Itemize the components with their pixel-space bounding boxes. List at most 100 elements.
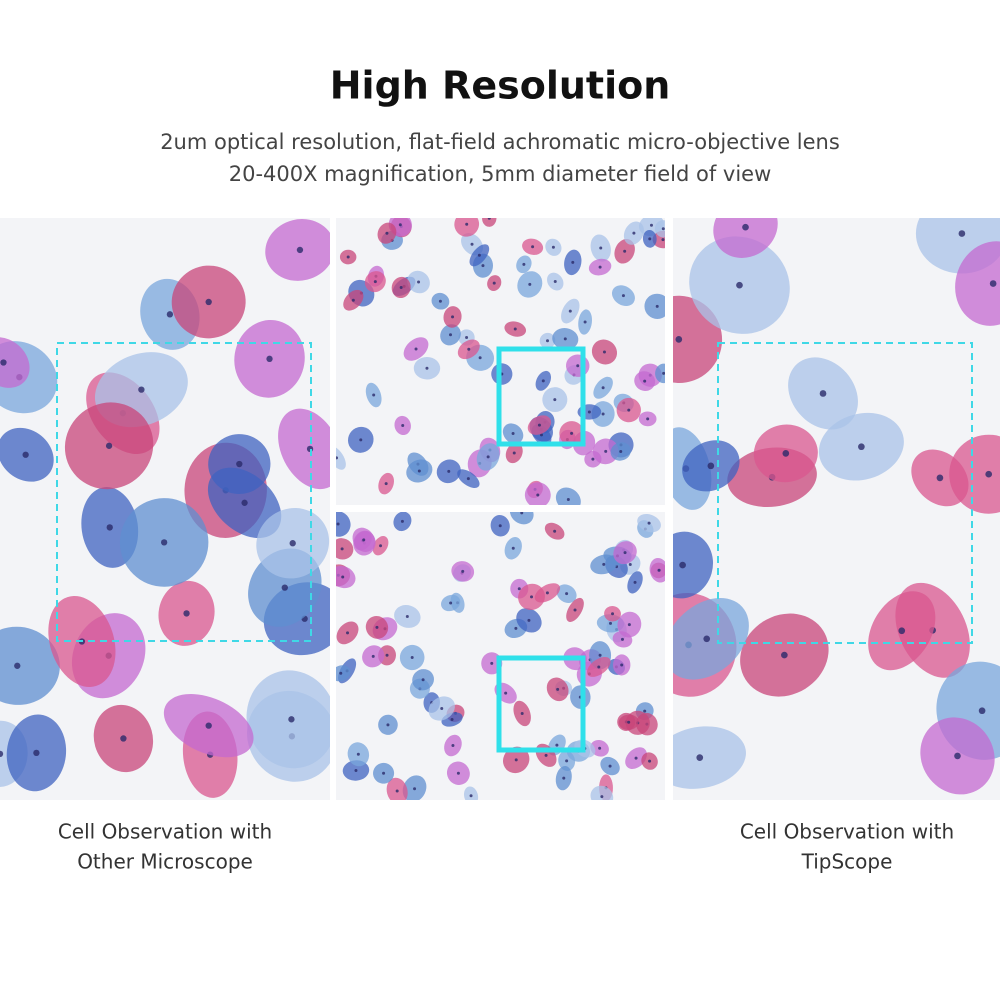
nucleus [553,280,557,284]
nucleus [410,656,414,660]
zoom-box [496,346,586,447]
nucleus [336,522,340,526]
nucleus [662,371,665,375]
nucleus [576,364,580,368]
nucleus [565,759,569,763]
nucleus [138,386,145,393]
nucleus [382,771,386,775]
nucleus [782,450,790,457]
nucleus [537,423,541,427]
nucleus [451,315,455,319]
nucleus [450,717,454,721]
nucleus [356,752,360,756]
subtitle-line: 2um optical resolution, flat-field achro… [160,130,840,154]
nucleus [573,608,577,612]
nucleus [514,758,518,762]
subtitle-line: 20-400X magnification, 5mm diameter fiel… [229,162,772,186]
nucleus [105,442,113,449]
nucleus [742,223,749,231]
nucleus [241,499,248,506]
nucleus [400,519,404,523]
nucleus [530,595,534,599]
nucleus [399,285,403,289]
nucleus [599,246,603,250]
nucleus [898,627,906,635]
nucleus [570,431,574,435]
nucleus [0,359,7,366]
nucleus [511,432,515,436]
nucleus [703,635,711,643]
nucleus [354,768,358,772]
nucleus [936,474,944,482]
nucleus [661,238,665,242]
nucleus [0,750,4,758]
nucleus [492,281,496,285]
nucleus [289,540,296,547]
nucleus [611,612,615,616]
nucleus [619,449,623,453]
nucleus [266,355,273,363]
nucleus [646,417,650,421]
nucleus [375,625,379,629]
nucleus [451,744,455,748]
caption: Cell Observation with [58,820,272,844]
nucleus [425,366,429,370]
nucleus [627,408,631,412]
nucleus [447,469,451,473]
nucleus [449,601,453,605]
nucleus [627,720,631,724]
nucleus [562,776,566,780]
caption: Other Microscope [77,850,253,874]
nucleus [288,716,295,723]
nucleus [517,587,521,591]
nucleus [339,671,343,675]
nucleus [166,311,174,318]
nucleus [236,460,243,468]
nucleus [456,771,460,775]
nucleus [978,707,986,715]
nucleus [819,390,827,397]
nucleus [598,653,602,657]
nucleus [487,218,491,220]
nucleus [465,336,469,340]
nucleus [528,282,532,286]
nucleus [736,281,743,289]
nucleus [602,562,606,566]
nucleus [655,304,659,308]
nucleus [514,626,518,630]
nucleus [470,242,474,246]
nucleus [568,309,572,313]
nucleus [583,320,587,324]
nucleus [544,753,548,757]
nucleus [371,654,375,658]
caption: Cell Observation with [740,820,954,844]
nucleus [598,746,602,750]
nucleus [679,561,686,569]
nucleus [541,379,545,383]
nucleus [511,546,515,550]
nucleus [512,451,516,455]
nucleus [696,754,704,761]
nucleus [341,575,345,579]
nucleus [556,687,560,691]
nucleus [385,231,389,235]
nucleus [481,264,485,268]
nucleus [405,614,409,618]
nucleus [633,580,637,584]
nucleus [449,333,453,337]
nucleus [620,637,624,641]
nucleus [336,456,339,460]
nucleus [555,743,559,747]
nucleus [634,756,638,760]
nucleus [531,245,535,249]
nucleus [565,592,569,596]
nucleus [597,665,601,669]
nucleus [566,498,570,502]
nucleus [648,759,652,763]
nucleus [340,547,344,551]
nucleus [591,457,595,461]
nucleus [661,227,665,231]
nucleus [781,651,788,659]
nucleus [401,423,405,427]
